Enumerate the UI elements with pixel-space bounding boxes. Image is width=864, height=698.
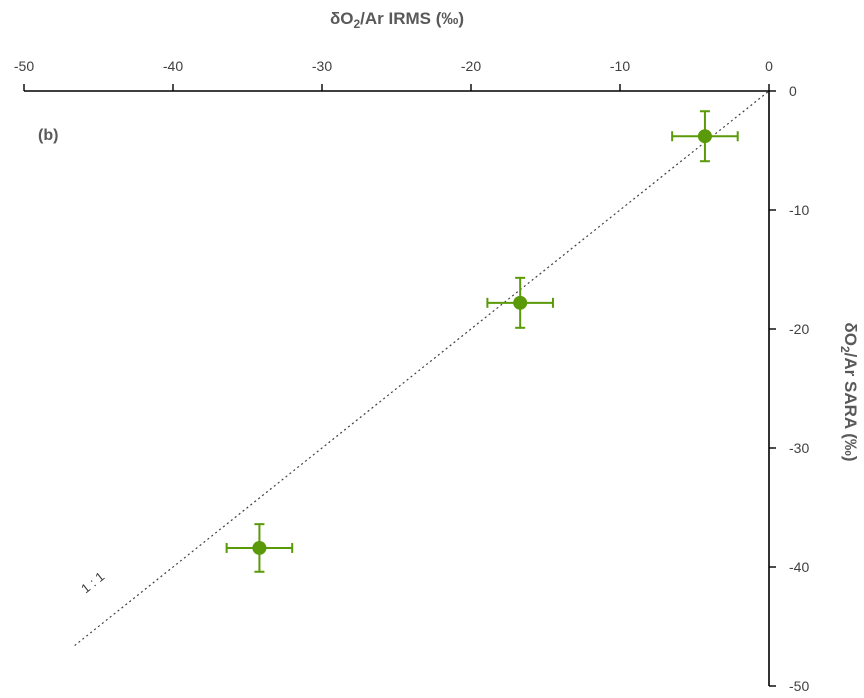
y-tick-label: -20 bbox=[789, 321, 809, 337]
y-tick-label: -30 bbox=[789, 440, 809, 456]
x-tick-label: -10 bbox=[610, 58, 630, 74]
y-tick-label: -50 bbox=[789, 678, 809, 694]
data-points bbox=[225, 110, 739, 573]
x-tick-label: -30 bbox=[312, 58, 332, 74]
data-point bbox=[513, 295, 528, 310]
y-tick-label: 0 bbox=[789, 83, 797, 99]
data-point-group bbox=[486, 276, 554, 329]
x-axis: -50 -40 -30 -20 -10 0 bbox=[14, 58, 773, 92]
panel-label: (b) bbox=[38, 127, 58, 144]
one-to-one-line bbox=[74, 90, 770, 647]
y-axis: 0 -10 -20 -30 -40 -50 bbox=[768, 83, 809, 694]
data-point-group bbox=[671, 110, 739, 163]
y-tick-label: -10 bbox=[789, 202, 809, 218]
x-tick-label: -40 bbox=[163, 58, 183, 74]
data-point bbox=[697, 129, 712, 144]
y-axis-title: δO2/Ar SARA (‰) bbox=[838, 322, 860, 461]
x-tick-label: 0 bbox=[765, 58, 773, 74]
data-point-group bbox=[225, 523, 294, 573]
x-tick-label: -20 bbox=[461, 58, 481, 74]
x-tick-label: -50 bbox=[14, 58, 34, 74]
data-point bbox=[252, 540, 267, 555]
x-axis-title: δO2/Ar IRMS (‰) bbox=[330, 9, 464, 31]
one-to-one-label: 1 : 1 bbox=[78, 569, 107, 597]
reference-line-group: 1 : 1 bbox=[74, 90, 770, 647]
y-tick-label: -40 bbox=[789, 559, 809, 575]
